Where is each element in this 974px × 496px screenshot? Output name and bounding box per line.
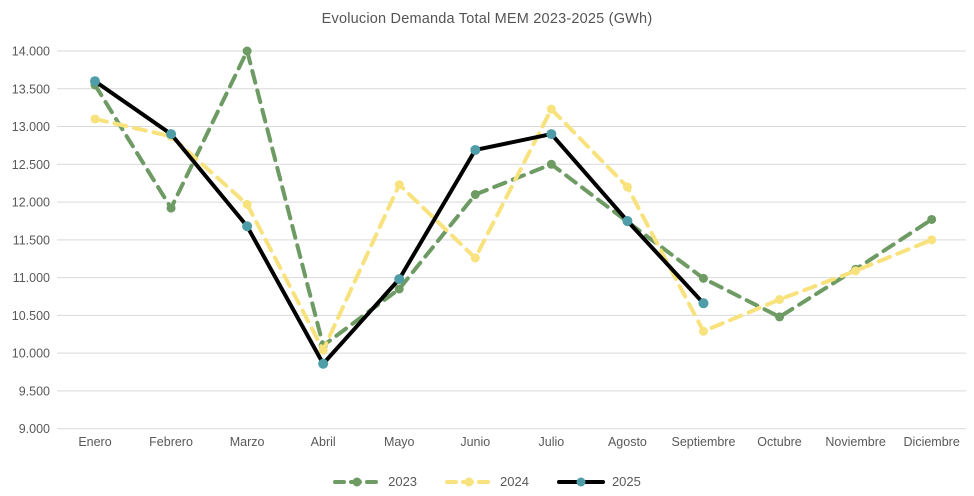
data-point-2025-Agosto (622, 215, 633, 226)
legend-swatch-2023 (333, 477, 382, 486)
data-point-2025-Febrero (166, 129, 177, 140)
legend-marker-2025 (576, 477, 586, 486)
y-axis-tick-label: 10.500 (12, 309, 50, 323)
legend: 2023 2024 2025 (0, 474, 974, 489)
data-point-2024-Noviembre (851, 266, 861, 276)
y-axis-tick-label: 11.000 (13, 271, 50, 285)
data-point-2023-Diciembre (927, 214, 937, 224)
data-point-2023-Julio (546, 159, 556, 169)
x-axis-tick-label: Agosto (608, 435, 647, 449)
legend-marker-2024 (464, 477, 474, 486)
x-axis-tick-label: Diciembre (904, 435, 960, 449)
legend-label-2024: 2024 (500, 474, 529, 489)
y-axis-tick-label: 13.500 (12, 82, 50, 96)
x-axis-tick-label: Septiembre (672, 435, 736, 449)
y-axis-tick-label: 12.500 (12, 158, 50, 172)
data-point-2025-Julio (546, 129, 557, 140)
data-point-2025-Mayo (394, 274, 405, 285)
legend-label-2025: 2025 (611, 474, 641, 489)
x-axis-tick-label: Junio (460, 435, 490, 449)
data-point-2025-Junio (470, 144, 481, 155)
y-axis-tick-label: 9.500 (19, 384, 50, 398)
series-line-2025 (93, 79, 706, 366)
data-point-2023-Septiembre (698, 273, 708, 283)
data-point-2024-Julio (546, 104, 556, 114)
data-point-2024-Diciembre (927, 235, 937, 245)
series-line-2023 (93, 49, 934, 348)
data-point-2025-Septiembre (698, 298, 709, 309)
legend-item-2024: 2024 (445, 474, 529, 489)
data-point-2023-Junio (470, 190, 480, 200)
data-point-2023-Octubre (775, 312, 785, 322)
series-line-2024 (93, 107, 934, 353)
legend-label-2023: 2023 (388, 474, 418, 489)
data-point-2024-Enero (90, 114, 100, 124)
data-point-2025-Enero (90, 76, 100, 87)
y-axis-tick-label: 13.000 (12, 120, 50, 134)
x-axis-tick-label: Mayo (384, 435, 415, 449)
y-axis-tick-label: 12.000 (12, 196, 50, 210)
data-point-2023-Mayo (394, 284, 404, 294)
legend-marker-2023 (352, 477, 362, 486)
legend-item-2023: 2023 (333, 474, 417, 489)
x-axis-tick-label: Noviembre (825, 435, 885, 449)
data-point-2024-Junio (470, 253, 480, 263)
legend-swatch-2025 (556, 477, 605, 486)
y-axis-tick-label: 11.500 (13, 233, 50, 247)
data-point-2024-Abril (318, 345, 328, 355)
data-point-2025-Marzo (242, 221, 253, 232)
data-point-2024-Marzo (242, 199, 252, 209)
x-axis-tick-label: Marzo (230, 435, 265, 449)
data-point-2023-Marzo (242, 46, 252, 56)
x-axis-tick-label: Febrero (149, 435, 193, 449)
x-axis-tick-label: Abril (311, 435, 336, 449)
data-point-2025-Abril (318, 358, 329, 369)
data-point-2024-Octubre (775, 295, 785, 305)
x-axis-tick-label: Julio (539, 435, 565, 449)
y-axis-tick-label: 9.000 (19, 422, 50, 436)
x-axis-tick-label: Octubre (757, 435, 802, 449)
chart-title: Evolucion Demanda Total MEM 2023-2025 (G… (321, 11, 653, 27)
data-point-2023-Febrero (166, 203, 176, 213)
y-axis-tick-label: 10.000 (12, 347, 50, 361)
x-axis-tick-label: Enero (78, 435, 111, 449)
legend-swatch-2024 (445, 477, 494, 486)
data-point-2024-Mayo (394, 180, 404, 190)
y-axis-tick-label: 14.000 (12, 45, 50, 59)
data-point-2024-Agosto (622, 182, 632, 192)
data-point-2024-Septiembre (698, 326, 708, 336)
legend-item-2025: 2025 (556, 474, 641, 489)
